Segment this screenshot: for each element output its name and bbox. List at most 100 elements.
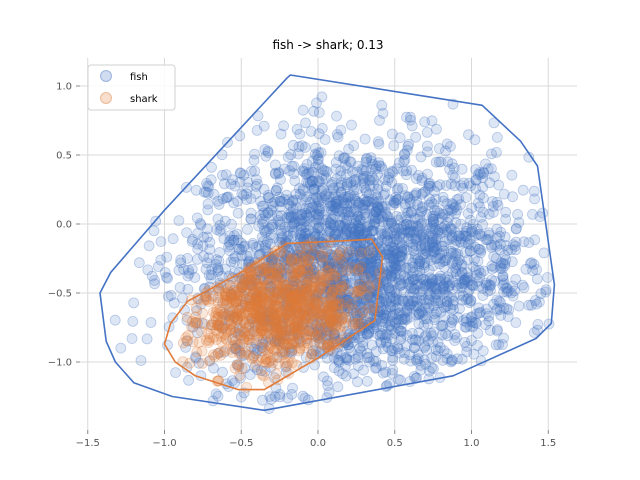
y-tick-label: −1.0 — [48, 358, 72, 369]
fish-point — [406, 282, 418, 294]
fish-point — [285, 149, 297, 161]
fish-point — [437, 281, 449, 293]
fish-point — [300, 117, 311, 129]
fish-point — [272, 249, 284, 261]
fish-point — [265, 393, 277, 405]
fish-point — [360, 211, 372, 223]
fish-point — [395, 260, 407, 272]
fish-point — [395, 330, 407, 342]
fish-point — [401, 244, 413, 256]
fish-point — [433, 224, 445, 236]
shark-point — [191, 346, 203, 358]
fish-point — [181, 227, 193, 239]
fish-point — [318, 169, 330, 181]
fish-point — [330, 295, 342, 307]
fish-point — [388, 309, 399, 321]
fish-point — [345, 176, 357, 188]
fish-point — [462, 254, 474, 266]
fish-point — [413, 169, 424, 181]
fish-point — [405, 207, 417, 219]
fish-point — [389, 293, 401, 305]
fish-point — [354, 250, 366, 262]
fish-point — [463, 129, 474, 141]
legend-label-fish: fish — [130, 72, 148, 83]
fish-point — [395, 269, 407, 281]
fish-point — [422, 335, 434, 347]
fish-point — [315, 282, 327, 294]
fish-point — [430, 123, 442, 135]
fish-point — [340, 228, 351, 239]
fish-point — [449, 201, 461, 213]
fish-point — [202, 204, 214, 216]
fish-point — [399, 190, 411, 202]
chart-title: fish -> shark; 0.13 — [272, 38, 383, 52]
fish-point — [481, 308, 492, 320]
fish-point — [274, 201, 286, 213]
fish-point — [396, 326, 408, 337]
fish-point — [450, 250, 461, 262]
shark-point — [281, 261, 292, 273]
y-axis-ticks: −1.0 −0.5 0.0 0.5 1.0 — [48, 82, 80, 369]
fish-point — [399, 154, 411, 166]
fish-point — [428, 246, 440, 258]
fish-point — [175, 257, 187, 269]
fish-point — [343, 342, 355, 354]
fish-point — [345, 206, 357, 217]
fish-point — [281, 297, 292, 309]
fish-point — [328, 352, 340, 364]
fish-point — [350, 258, 362, 270]
shark-point — [222, 290, 234, 302]
fish-point — [421, 140, 433, 152]
fish-point — [489, 171, 500, 183]
fish-point — [372, 202, 384, 213]
fish-point — [358, 364, 369, 376]
fish-point — [275, 128, 287, 140]
fish-point — [329, 291, 341, 303]
fish-point — [445, 247, 457, 259]
shark-point — [293, 345, 305, 357]
fish-point — [208, 188, 220, 200]
fish-point — [406, 120, 418, 132]
fish-point — [419, 116, 431, 128]
fish-point — [472, 169, 484, 180]
fish-point — [338, 152, 350, 163]
fish-point — [477, 172, 489, 183]
fish-point — [351, 196, 363, 208]
fish-point — [447, 299, 459, 311]
fish-point — [538, 247, 550, 259]
fish-point — [488, 250, 500, 262]
fish-point — [443, 234, 455, 246]
fish-point — [254, 305, 266, 317]
fish-point — [361, 227, 373, 239]
fish-point — [342, 252, 354, 264]
fish-point — [351, 183, 363, 195]
fish-point — [417, 309, 429, 321]
fish-point — [451, 353, 463, 365]
fish-point — [255, 270, 267, 282]
fish-point — [434, 179, 446, 191]
fish-point — [227, 334, 238, 346]
fish-point — [401, 111, 412, 123]
fish-point — [220, 169, 232, 181]
fish-point — [387, 351, 399, 363]
fish-point — [378, 189, 390, 201]
fish-point — [411, 355, 423, 367]
fish-point — [527, 208, 538, 220]
shark-point — [307, 315, 319, 326]
fish-point — [262, 265, 274, 276]
fish-point — [391, 184, 403, 196]
fish-point — [177, 292, 188, 304]
fish-point — [321, 286, 333, 298]
fish-point — [483, 315, 495, 327]
fish-point — [454, 236, 466, 248]
fish-point — [363, 196, 375, 207]
fish-point — [361, 375, 373, 387]
fish-point — [249, 293, 261, 304]
shark-point — [236, 363, 248, 374]
fish-point — [211, 224, 223, 235]
shark-point — [274, 330, 286, 342]
fish-point — [396, 313, 408, 325]
fish-point — [257, 286, 269, 298]
shark-point — [220, 333, 232, 344]
fish-point — [385, 324, 397, 336]
